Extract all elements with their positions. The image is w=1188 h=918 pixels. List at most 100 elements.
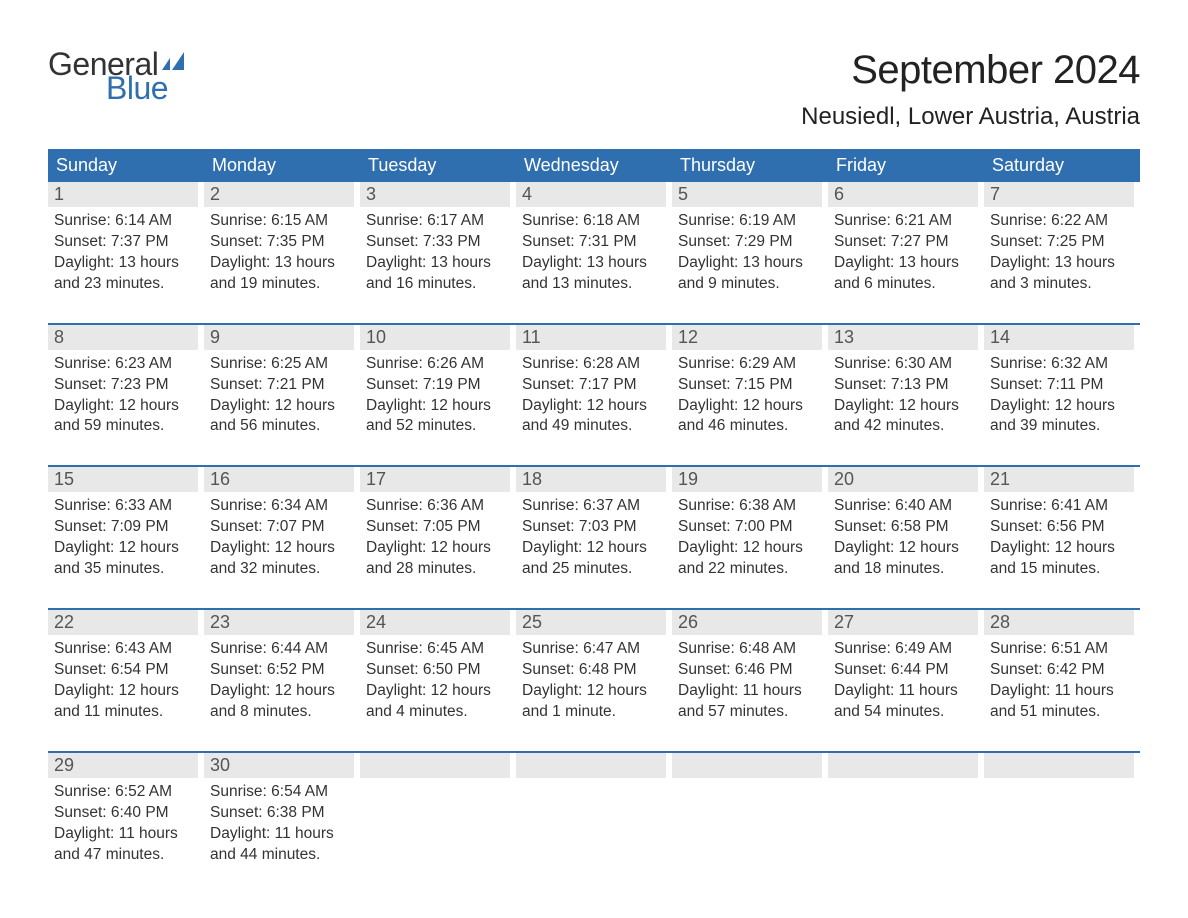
sunrise-line: Sunrise: 6:28 AM	[522, 354, 660, 375]
day-details: Sunrise: 6:54 AMSunset: 6:38 PMDaylight:…	[204, 778, 354, 882]
sunset-line: Sunset: 6:40 PM	[54, 803, 192, 824]
sunrise-line: Sunrise: 6:19 AM	[678, 211, 816, 232]
day-details: Sunrise: 6:36 AMSunset: 7:05 PMDaylight:…	[360, 492, 510, 596]
calendar-day: 3Sunrise: 6:17 AMSunset: 7:33 PMDaylight…	[360, 182, 516, 311]
day-details: Sunrise: 6:15 AMSunset: 7:35 PMDaylight:…	[204, 207, 354, 311]
daylight-line: Daylight: 11 hours and 57 minutes.	[678, 681, 816, 723]
sunrise-line: Sunrise: 6:23 AM	[54, 354, 192, 375]
calendar-day	[672, 753, 828, 882]
daylight-line: Daylight: 12 hours and 35 minutes.	[54, 538, 192, 580]
day-details: Sunrise: 6:40 AMSunset: 6:58 PMDaylight:…	[828, 492, 978, 596]
day-number: 8	[48, 325, 198, 350]
day-details: Sunrise: 6:28 AMSunset: 7:17 PMDaylight:…	[516, 350, 666, 454]
sunset-line: Sunset: 7:15 PM	[678, 375, 816, 396]
day-details: Sunrise: 6:26 AMSunset: 7:19 PMDaylight:…	[360, 350, 510, 454]
day-details: Sunrise: 6:14 AMSunset: 7:37 PMDaylight:…	[48, 207, 198, 311]
day-number: 28	[984, 610, 1134, 635]
sunrise-line: Sunrise: 6:41 AM	[990, 496, 1128, 517]
sunset-line: Sunset: 7:27 PM	[834, 232, 972, 253]
sunrise-line: Sunrise: 6:54 AM	[210, 782, 348, 803]
daylight-line: Daylight: 13 hours and 9 minutes.	[678, 253, 816, 295]
day-number: 30	[204, 753, 354, 778]
day-details: Sunrise: 6:23 AMSunset: 7:23 PMDaylight:…	[48, 350, 198, 454]
day-number: 22	[48, 610, 198, 635]
calendar-day	[516, 753, 672, 882]
calendar-day: 15Sunrise: 6:33 AMSunset: 7:09 PMDayligh…	[48, 467, 204, 596]
sunset-line: Sunset: 7:09 PM	[54, 517, 192, 538]
weekday-header: Tuesday	[360, 149, 516, 182]
calendar-day: 9Sunrise: 6:25 AMSunset: 7:21 PMDaylight…	[204, 325, 360, 454]
daylight-line: Daylight: 12 hours and 39 minutes.	[990, 396, 1128, 438]
sunset-line: Sunset: 7:37 PM	[54, 232, 192, 253]
sunset-line: Sunset: 7:21 PM	[210, 375, 348, 396]
calendar-day: 25Sunrise: 6:47 AMSunset: 6:48 PMDayligh…	[516, 610, 672, 739]
sunset-line: Sunset: 7:13 PM	[834, 375, 972, 396]
calendar-day: 22Sunrise: 6:43 AMSunset: 6:54 PMDayligh…	[48, 610, 204, 739]
calendar-day: 24Sunrise: 6:45 AMSunset: 6:50 PMDayligh…	[360, 610, 516, 739]
day-details: Sunrise: 6:44 AMSunset: 6:52 PMDaylight:…	[204, 635, 354, 739]
day-number-empty	[360, 753, 510, 778]
daylight-line: Daylight: 12 hours and 18 minutes.	[834, 538, 972, 580]
calendar-day: 23Sunrise: 6:44 AMSunset: 6:52 PMDayligh…	[204, 610, 360, 739]
day-details: Sunrise: 6:19 AMSunset: 7:29 PMDaylight:…	[672, 207, 822, 311]
calendar-day: 30Sunrise: 6:54 AMSunset: 6:38 PMDayligh…	[204, 753, 360, 882]
day-number: 26	[672, 610, 822, 635]
location-subtitle: Neusiedl, Lower Austria, Austria	[801, 103, 1140, 131]
daylight-line: Daylight: 13 hours and 3 minutes.	[990, 253, 1128, 295]
daylight-line: Daylight: 12 hours and 25 minutes.	[522, 538, 660, 580]
calendar-day	[360, 753, 516, 882]
calendar-week: 8Sunrise: 6:23 AMSunset: 7:23 PMDaylight…	[48, 323, 1140, 454]
calendar-day: 26Sunrise: 6:48 AMSunset: 6:46 PMDayligh…	[672, 610, 828, 739]
daylight-line: Daylight: 12 hours and 11 minutes.	[54, 681, 192, 723]
daylight-line: Daylight: 12 hours and 28 minutes.	[366, 538, 504, 580]
day-details: Sunrise: 6:18 AMSunset: 7:31 PMDaylight:…	[516, 207, 666, 311]
daylight-line: Daylight: 11 hours and 51 minutes.	[990, 681, 1128, 723]
sunset-line: Sunset: 7:33 PM	[366, 232, 504, 253]
day-details: Sunrise: 6:51 AMSunset: 6:42 PMDaylight:…	[984, 635, 1134, 739]
weekday-header: Friday	[828, 149, 984, 182]
daylight-line: Daylight: 13 hours and 6 minutes.	[834, 253, 972, 295]
calendar-day: 16Sunrise: 6:34 AMSunset: 7:07 PMDayligh…	[204, 467, 360, 596]
calendar-body: 1Sunrise: 6:14 AMSunset: 7:37 PMDaylight…	[48, 182, 1140, 881]
day-details: Sunrise: 6:17 AMSunset: 7:33 PMDaylight:…	[360, 207, 510, 311]
sunset-line: Sunset: 6:48 PM	[522, 660, 660, 681]
day-details: Sunrise: 6:34 AMSunset: 7:07 PMDaylight:…	[204, 492, 354, 596]
sunrise-line: Sunrise: 6:52 AM	[54, 782, 192, 803]
calendar-day: 4Sunrise: 6:18 AMSunset: 7:31 PMDaylight…	[516, 182, 672, 311]
sunset-line: Sunset: 7:19 PM	[366, 375, 504, 396]
weekday-header-row: SundayMondayTuesdayWednesdayThursdayFrid…	[48, 149, 1140, 182]
sunrise-line: Sunrise: 6:18 AM	[522, 211, 660, 232]
sunrise-line: Sunrise: 6:33 AM	[54, 496, 192, 517]
calendar-day	[984, 753, 1140, 882]
daylight-line: Daylight: 11 hours and 44 minutes.	[210, 824, 348, 866]
sunset-line: Sunset: 7:23 PM	[54, 375, 192, 396]
sunrise-line: Sunrise: 6:45 AM	[366, 639, 504, 660]
calendar-week: 1Sunrise: 6:14 AMSunset: 7:37 PMDaylight…	[48, 182, 1140, 311]
calendar-day: 20Sunrise: 6:40 AMSunset: 6:58 PMDayligh…	[828, 467, 984, 596]
sunset-line: Sunset: 6:46 PM	[678, 660, 816, 681]
day-details: Sunrise: 6:48 AMSunset: 6:46 PMDaylight:…	[672, 635, 822, 739]
daylight-line: Daylight: 11 hours and 47 minutes.	[54, 824, 192, 866]
day-number: 29	[48, 753, 198, 778]
sunrise-line: Sunrise: 6:26 AM	[366, 354, 504, 375]
day-number: 27	[828, 610, 978, 635]
day-details: Sunrise: 6:43 AMSunset: 6:54 PMDaylight:…	[48, 635, 198, 739]
day-details: Sunrise: 6:30 AMSunset: 7:13 PMDaylight:…	[828, 350, 978, 454]
day-number: 18	[516, 467, 666, 492]
weekday-header: Monday	[204, 149, 360, 182]
day-number: 13	[828, 325, 978, 350]
calendar-day: 2Sunrise: 6:15 AMSunset: 7:35 PMDaylight…	[204, 182, 360, 311]
sunset-line: Sunset: 7:07 PM	[210, 517, 348, 538]
day-number: 23	[204, 610, 354, 635]
sunrise-line: Sunrise: 6:37 AM	[522, 496, 660, 517]
day-number-empty	[516, 753, 666, 778]
day-number: 19	[672, 467, 822, 492]
sunrise-line: Sunrise: 6:25 AM	[210, 354, 348, 375]
sunrise-line: Sunrise: 6:51 AM	[990, 639, 1128, 660]
calendar-day: 8Sunrise: 6:23 AMSunset: 7:23 PMDaylight…	[48, 325, 204, 454]
daylight-line: Daylight: 11 hours and 54 minutes.	[834, 681, 972, 723]
calendar-day: 6Sunrise: 6:21 AMSunset: 7:27 PMDaylight…	[828, 182, 984, 311]
calendar-day: 10Sunrise: 6:26 AMSunset: 7:19 PMDayligh…	[360, 325, 516, 454]
day-number: 25	[516, 610, 666, 635]
sunset-line: Sunset: 6:58 PM	[834, 517, 972, 538]
